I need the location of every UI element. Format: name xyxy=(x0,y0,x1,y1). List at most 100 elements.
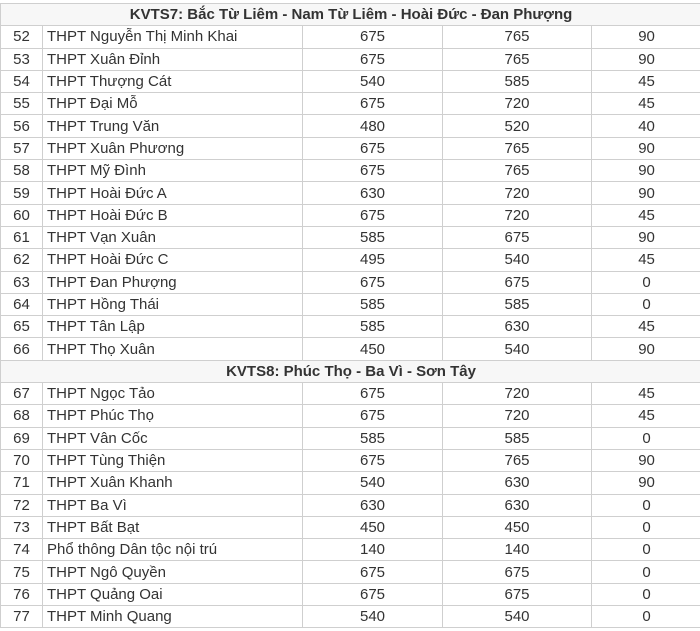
value-2: 720 xyxy=(443,93,592,115)
school-name: THPT Tùng Thiện xyxy=(43,449,303,471)
school-name: THPT Ngô Quyền xyxy=(43,561,303,583)
value-2: 720 xyxy=(443,204,592,226)
value-3: 45 xyxy=(592,405,700,427)
value-3: 90 xyxy=(592,48,700,70)
value-3: 0 xyxy=(592,271,700,293)
schools-table: KVTS7: Bắc Từ Liêm - Nam Từ Liêm - Hoài … xyxy=(0,3,700,628)
value-3: 90 xyxy=(592,338,700,360)
value-3: 0 xyxy=(592,539,700,561)
row-number: 57 xyxy=(1,137,43,159)
value-1: 675 xyxy=(303,583,443,605)
row-number: 59 xyxy=(1,182,43,204)
value-1: 675 xyxy=(303,137,443,159)
value-2: 630 xyxy=(443,472,592,494)
value-1: 675 xyxy=(303,449,443,471)
value-1: 675 xyxy=(303,93,443,115)
value-2: 585 xyxy=(443,427,592,449)
school-name: THPT Đại Mỗ xyxy=(43,93,303,115)
value-1: 675 xyxy=(303,48,443,70)
value-2: 630 xyxy=(443,316,592,338)
value-3: 40 xyxy=(592,115,700,137)
value-2: 720 xyxy=(443,182,592,204)
value-1: 540 xyxy=(303,472,443,494)
value-3: 90 xyxy=(592,182,700,204)
school-name: THPT Xuân Phương xyxy=(43,137,303,159)
value-1: 585 xyxy=(303,293,443,315)
school-name: THPT Thượng Cát xyxy=(43,70,303,92)
school-name: THPT Xuân Đỉnh xyxy=(43,48,303,70)
section-title: KVTS7: Bắc Từ Liêm - Nam Từ Liêm - Hoài … xyxy=(1,4,700,26)
value-2: 765 xyxy=(443,160,592,182)
value-2: 765 xyxy=(443,137,592,159)
value-1: 675 xyxy=(303,405,443,427)
row-number: 54 xyxy=(1,70,43,92)
value-1: 585 xyxy=(303,226,443,248)
school-name: THPT Đan Phượng xyxy=(43,271,303,293)
row-number: 69 xyxy=(1,427,43,449)
value-1: 630 xyxy=(303,182,443,204)
value-3: 0 xyxy=(592,427,700,449)
value-1: 630 xyxy=(303,494,443,516)
school-name: THPT Hoài Đức C xyxy=(43,249,303,271)
row-number: 61 xyxy=(1,226,43,248)
school-name: THPT Trung Văn xyxy=(43,115,303,137)
value-1: 480 xyxy=(303,115,443,137)
row-number: 75 xyxy=(1,561,43,583)
value-2: 520 xyxy=(443,115,592,137)
value-3: 0 xyxy=(592,606,700,628)
school-name: THPT Thọ Xuân xyxy=(43,338,303,360)
row-number: 74 xyxy=(1,539,43,561)
value-3: 0 xyxy=(592,516,700,538)
value-2: 140 xyxy=(443,539,592,561)
value-1: 585 xyxy=(303,427,443,449)
value-3: 0 xyxy=(592,293,700,315)
value-3: 45 xyxy=(592,383,700,405)
value-2: 450 xyxy=(443,516,592,538)
row-number: 56 xyxy=(1,115,43,137)
value-1: 675 xyxy=(303,383,443,405)
value-2: 675 xyxy=(443,226,592,248)
value-2: 630 xyxy=(443,494,592,516)
school-name: THPT Xuân Khanh xyxy=(43,472,303,494)
row-number: 52 xyxy=(1,26,43,48)
school-name: THPT Vạn Xuân xyxy=(43,226,303,248)
school-name: THPT Nguyễn Thị Minh Khai xyxy=(43,26,303,48)
value-3: 90 xyxy=(592,26,700,48)
value-3: 90 xyxy=(592,472,700,494)
row-number: 71 xyxy=(1,472,43,494)
value-1: 540 xyxy=(303,70,443,92)
school-name: THPT Ba Vì xyxy=(43,494,303,516)
school-name: THPT Tân Lập xyxy=(43,316,303,338)
value-2: 720 xyxy=(443,383,592,405)
value-1: 140 xyxy=(303,539,443,561)
school-name: THPT Mỹ Đình xyxy=(43,160,303,182)
value-2: 765 xyxy=(443,26,592,48)
value-3: 0 xyxy=(592,494,700,516)
school-name: THPT Phúc Thọ xyxy=(43,405,303,427)
value-1: 495 xyxy=(303,249,443,271)
value-1: 450 xyxy=(303,516,443,538)
row-number: 60 xyxy=(1,204,43,226)
school-name: THPT Ngọc Tảo xyxy=(43,383,303,405)
value-2: 675 xyxy=(443,561,592,583)
school-name: THPT Vân Cốc xyxy=(43,427,303,449)
row-number: 55 xyxy=(1,93,43,115)
value-1: 675 xyxy=(303,271,443,293)
